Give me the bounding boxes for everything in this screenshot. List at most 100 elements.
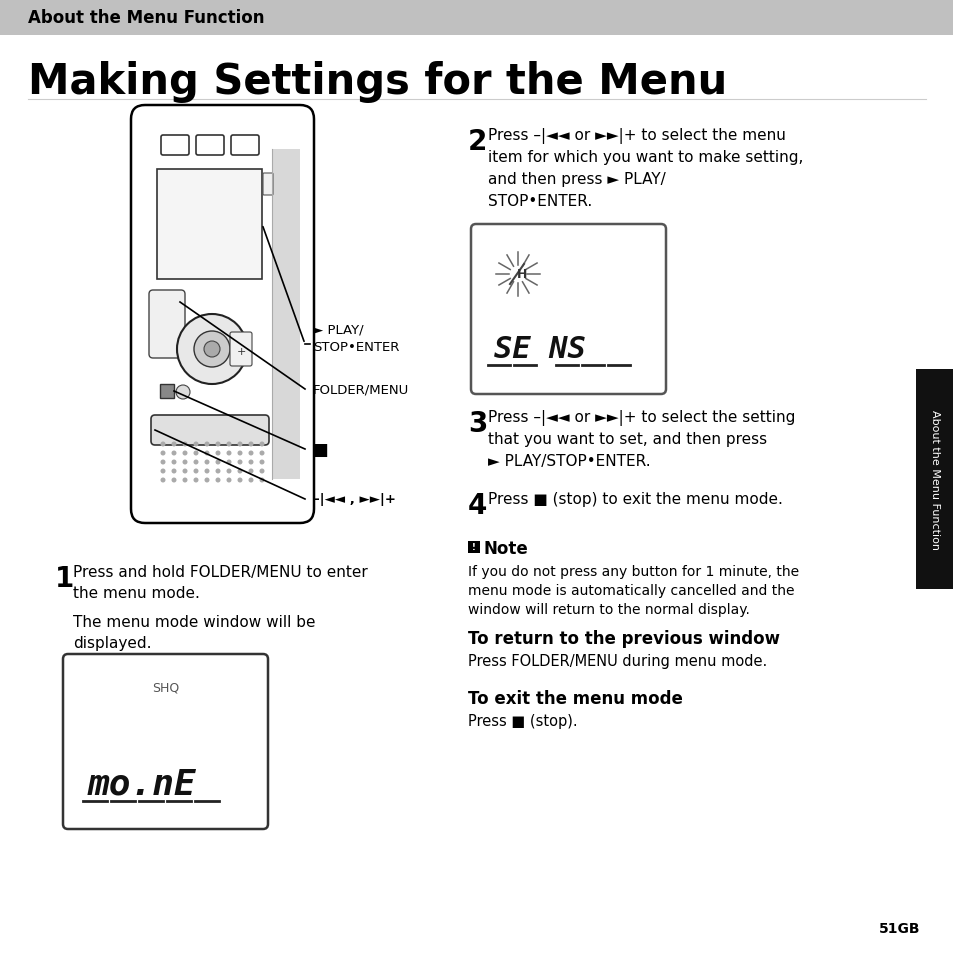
Circle shape: [204, 341, 220, 357]
Text: window will return to the normal display.: window will return to the normal display…: [468, 602, 749, 617]
Text: Press –|◄◄ or ►►|+ to select the menu: Press –|◄◄ or ►►|+ to select the menu: [488, 128, 785, 144]
Circle shape: [204, 460, 210, 465]
Circle shape: [259, 460, 264, 465]
Text: 51GB: 51GB: [878, 921, 919, 935]
FancyBboxPatch shape: [149, 291, 185, 358]
Circle shape: [226, 451, 232, 456]
Text: The menu mode window will be
displayed.: The menu mode window will be displayed.: [73, 615, 315, 650]
Circle shape: [215, 451, 220, 456]
Circle shape: [160, 451, 165, 456]
Circle shape: [182, 442, 188, 447]
Text: 4: 4: [468, 492, 487, 519]
Bar: [0, 0, 953, 36]
Bar: [468, 541, 479, 554]
Text: ■: ■: [313, 440, 329, 458]
Text: and then press ► PLAY/: and then press ► PLAY/: [488, 172, 665, 187]
Circle shape: [160, 469, 165, 474]
FancyBboxPatch shape: [161, 136, 189, 156]
Circle shape: [182, 469, 188, 474]
Circle shape: [215, 469, 220, 474]
Text: menu mode is automatically cancelled and the: menu mode is automatically cancelled and…: [468, 583, 794, 598]
FancyBboxPatch shape: [151, 416, 269, 446]
Circle shape: [172, 451, 176, 456]
Text: +: +: [236, 347, 246, 356]
Circle shape: [204, 451, 210, 456]
Text: Note: Note: [483, 539, 528, 558]
Text: 2: 2: [468, 128, 487, 156]
Text: that you want to set, and then press: that you want to set, and then press: [488, 432, 766, 447]
Text: 1: 1: [55, 564, 74, 593]
FancyBboxPatch shape: [195, 136, 224, 156]
Text: If you do not press any button for 1 minute, the: If you do not press any button for 1 min…: [468, 564, 799, 578]
Text: About the Menu Function: About the Menu Function: [929, 410, 939, 550]
Circle shape: [226, 442, 232, 447]
Circle shape: [204, 478, 210, 483]
Circle shape: [204, 442, 210, 447]
Circle shape: [248, 451, 253, 456]
Text: Making Settings for the Menu: Making Settings for the Menu: [28, 61, 726, 103]
Circle shape: [177, 314, 247, 385]
Bar: [160, 385, 173, 398]
Circle shape: [226, 460, 232, 465]
FancyBboxPatch shape: [157, 170, 262, 280]
Circle shape: [193, 460, 198, 465]
Bar: [915, 370, 953, 589]
Text: SHQ: SHQ: [152, 680, 179, 694]
Circle shape: [160, 460, 165, 465]
FancyBboxPatch shape: [131, 106, 314, 523]
Text: FOLDER/MENU: FOLDER/MENU: [313, 383, 409, 396]
Text: Press ■ (stop) to exit the menu mode.: Press ■ (stop) to exit the menu mode.: [488, 492, 782, 506]
Text: Press and hold FOLDER/MENU to enter
the menu mode.: Press and hold FOLDER/MENU to enter the …: [73, 564, 367, 600]
Circle shape: [237, 469, 242, 474]
Circle shape: [248, 442, 253, 447]
Text: To exit the menu mode: To exit the menu mode: [468, 689, 682, 707]
FancyBboxPatch shape: [471, 225, 665, 395]
Text: STOP•ENTER.: STOP•ENTER.: [488, 193, 592, 209]
Circle shape: [172, 478, 176, 483]
Circle shape: [226, 469, 232, 474]
Circle shape: [237, 451, 242, 456]
Circle shape: [259, 478, 264, 483]
Circle shape: [193, 469, 198, 474]
Circle shape: [248, 478, 253, 483]
Bar: [272, 150, 299, 479]
Text: –|◄◄ , ►►|+: –|◄◄ , ►►|+: [313, 493, 395, 506]
Circle shape: [160, 442, 165, 447]
FancyBboxPatch shape: [231, 136, 258, 156]
Circle shape: [193, 442, 198, 447]
Text: To return to the previous window: To return to the previous window: [468, 629, 780, 647]
Text: ► PLAY/STOP•ENTER.: ► PLAY/STOP•ENTER.: [488, 454, 650, 469]
Circle shape: [259, 451, 264, 456]
Circle shape: [248, 460, 253, 465]
Circle shape: [237, 460, 242, 465]
Circle shape: [237, 442, 242, 447]
FancyBboxPatch shape: [263, 173, 273, 195]
Text: item for which you want to make setting,: item for which you want to make setting,: [488, 150, 802, 165]
Circle shape: [259, 442, 264, 447]
Circle shape: [193, 478, 198, 483]
Circle shape: [193, 451, 198, 456]
Text: H: H: [517, 268, 527, 281]
Text: ► PLAY/
STOP•ENTER: ► PLAY/ STOP•ENTER: [313, 324, 399, 354]
Text: Press –|◄◄ or ►►|+ to select the setting: Press –|◄◄ or ►►|+ to select the setting: [488, 410, 795, 426]
FancyBboxPatch shape: [230, 333, 252, 367]
Circle shape: [259, 469, 264, 474]
Circle shape: [215, 478, 220, 483]
Circle shape: [215, 442, 220, 447]
Circle shape: [226, 478, 232, 483]
Circle shape: [172, 442, 176, 447]
FancyBboxPatch shape: [63, 655, 268, 829]
Circle shape: [204, 469, 210, 474]
Text: 3: 3: [468, 410, 487, 437]
Text: mo.nE: mo.nE: [88, 767, 196, 801]
Circle shape: [248, 469, 253, 474]
Text: Press ■ (stop).: Press ■ (stop).: [468, 713, 577, 728]
Circle shape: [182, 478, 188, 483]
Text: !: !: [472, 543, 476, 552]
Circle shape: [182, 451, 188, 456]
Circle shape: [215, 460, 220, 465]
Circle shape: [182, 460, 188, 465]
Circle shape: [175, 386, 190, 399]
Circle shape: [193, 332, 230, 368]
Circle shape: [172, 469, 176, 474]
